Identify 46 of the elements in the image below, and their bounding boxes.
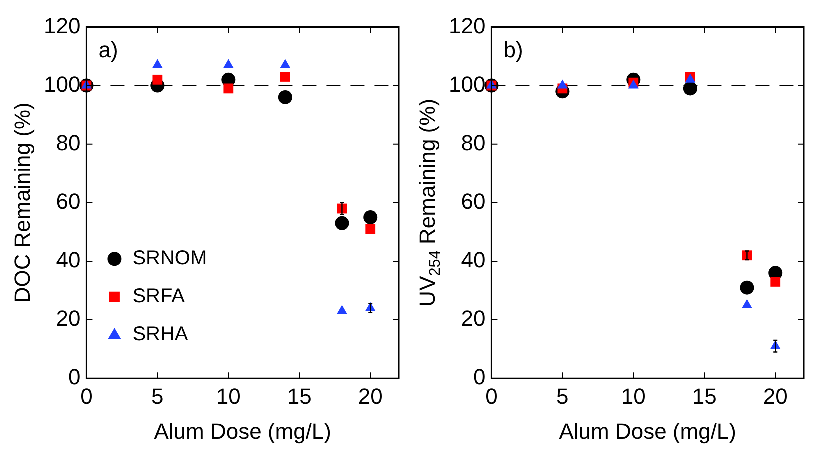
x-axis-title: Alum Dose (mg/L) [154,419,332,444]
x-tick-label: 5 [152,384,164,409]
y-tick-label: 0 [473,364,486,390]
point [366,224,376,234]
legend-label: SRNOM [132,248,208,270]
y-tick-label: 120 [448,13,486,38]
point [364,210,378,225]
point [740,280,754,295]
point [337,305,348,314]
point [683,82,698,96]
point [223,59,234,68]
y-tick-label: 0 [68,364,81,390]
point [280,59,291,68]
point [280,72,290,82]
x-tick-label: 20 [358,384,383,409]
y-tick-label: 20 [56,306,81,332]
y-tick-label: 100 [448,72,486,97]
point [335,216,350,230]
y-tick-label: 100 [44,72,81,97]
x-tick-label: 10 [216,384,241,409]
x-tick-label: 20 [763,384,788,409]
y-tick-label: 120 [44,13,81,38]
legend-label: SRFA [132,286,186,308]
annotation: b) [504,37,524,62]
point [278,90,292,104]
x-tick-label: 5 [556,384,569,409]
x-axis-title: Alum Dose (mg/L) [559,419,736,444]
point [557,80,568,89]
annotation: a) [98,37,118,62]
x-tick-label: 15 [692,384,717,409]
y-tick-label: 60 [461,188,486,214]
legend-label: SRHA [132,324,189,346]
y-tick-label: 40 [56,248,81,273]
y-tick-label: 80 [56,130,81,156]
x-tick-label: 15 [287,384,312,409]
x-tick-label: 10 [621,384,646,409]
point [224,84,234,94]
point [152,74,163,85]
point [770,277,781,287]
y-axis-title: UV254 Remaining (%) [415,98,444,307]
y-axis-title: DOC Remaining (%) [10,102,36,304]
y-tick-label: 20 [461,306,486,332]
y-tick-label: 60 [56,188,81,214]
y-tick-label: 40 [461,248,486,273]
y-tick-label: 80 [461,130,486,156]
point [152,59,163,68]
